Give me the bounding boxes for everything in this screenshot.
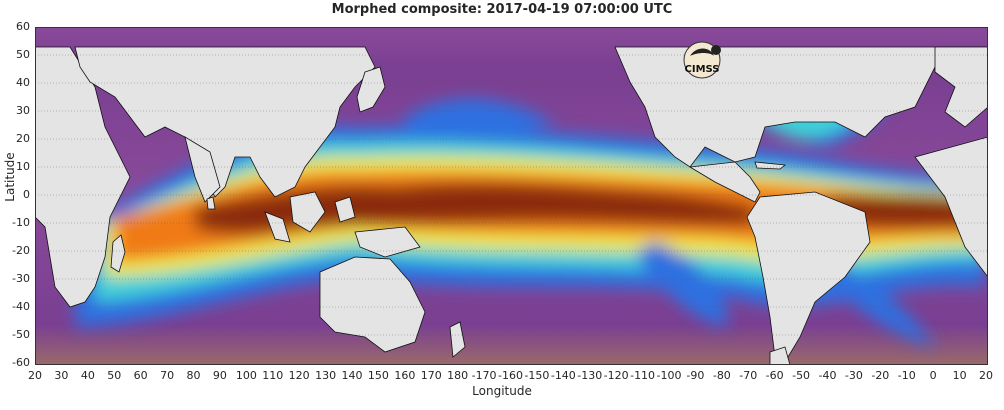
- x-tick-label: 110: [262, 369, 284, 382]
- y-tick-label: -10: [12, 216, 30, 229]
- x-tick-label: 90: [212, 369, 227, 382]
- x-tick-label: 70: [160, 369, 175, 382]
- y-tick-label: 0: [23, 188, 30, 201]
- x-tick-label: 20: [979, 369, 993, 382]
- x-tick-label: 60: [133, 369, 148, 382]
- x-tick-label: -150: [524, 369, 550, 382]
- x-tick-label: 100: [235, 369, 257, 382]
- india: [184, 136, 221, 203]
- logo-label: CIMSS: [685, 64, 720, 75]
- y-tick-label: -50: [12, 328, 30, 341]
- x-tick-label: -160: [498, 369, 523, 382]
- europe: [934, 46, 988, 128]
- x-tick-label: 180: [447, 369, 469, 382]
- x-tick-label: -30: [844, 369, 863, 382]
- x-tick-label: 50: [107, 369, 122, 382]
- y-tick-label: 20: [16, 132, 30, 145]
- y-tick-label: 30: [16, 104, 30, 117]
- x-tick-label: -70: [739, 369, 758, 382]
- asia: [74, 46, 376, 198]
- y-axis-label: Latitude: [3, 152, 17, 202]
- x-axis-label: Longitude: [472, 384, 532, 398]
- x-tick-label: -50: [792, 369, 811, 382]
- x-tick-label: -170: [471, 369, 497, 382]
- x-tick-label: 150: [367, 369, 389, 382]
- x-tick-label: -110: [630, 369, 656, 382]
- x-tick-label: -20: [871, 369, 890, 382]
- x-tick-label: 80: [186, 369, 201, 382]
- x-tick-label: 140: [341, 369, 363, 382]
- x-tick-label: 40: [80, 369, 95, 382]
- australia: [319, 256, 426, 353]
- cimss-logo: CIMSS: [683, 41, 721, 79]
- y-tick-label: 40: [16, 76, 30, 89]
- x-tick-label: 130: [315, 369, 337, 382]
- africa: [35, 46, 131, 308]
- new-guinea: [354, 226, 421, 258]
- x-tick-label: 20: [28, 369, 42, 382]
- map-title: Morphed composite: 2017-04-19 07:00:00 U…: [331, 2, 673, 17]
- japan: [356, 66, 386, 113]
- x-tick-label: -140: [550, 369, 576, 382]
- x-tick-label: 30: [54, 369, 69, 382]
- x-tick-label: -120: [603, 369, 629, 382]
- x-tick-label: -90: [686, 369, 705, 382]
- y-tick-label: -40: [12, 300, 30, 313]
- x-tick-label: -40: [818, 369, 837, 382]
- x-tick-label: 170: [420, 369, 442, 382]
- x-tick-label: -60: [765, 369, 784, 382]
- x-tick-label: -130: [577, 369, 603, 382]
- map-canvas: [35, 27, 988, 365]
- precipitable-water-map: [35, 27, 988, 365]
- x-tick-label: -80: [712, 369, 731, 382]
- central-america: [688, 161, 761, 203]
- x-tick-label: 10: [952, 369, 967, 382]
- y-tick-label: 50: [16, 48, 30, 61]
- x-tick-label: -10: [897, 369, 916, 382]
- y-tick-label: -20: [12, 244, 30, 257]
- y-tick-label: 10: [16, 160, 30, 173]
- y-tick-label: -60: [12, 356, 30, 369]
- madagascar: [110, 234, 126, 273]
- south-america: [746, 191, 871, 363]
- y-tick-label: -30: [12, 272, 30, 285]
- y-tick-label: 60: [16, 20, 30, 33]
- africa-west-edge: [914, 136, 988, 278]
- x-tick-label: -100: [656, 369, 682, 382]
- x-tick-label: 160: [394, 369, 416, 382]
- x-tick-label: 120: [288, 369, 310, 382]
- x-tick-label: 0: [929, 369, 937, 382]
